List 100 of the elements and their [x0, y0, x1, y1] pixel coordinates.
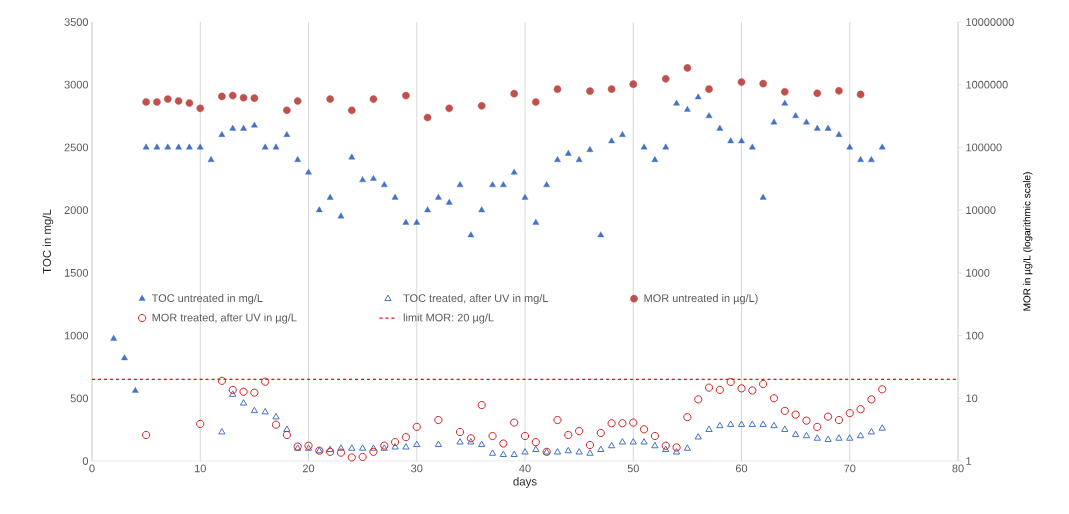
- x-tick-label: 10: [194, 464, 206, 473]
- point: [348, 444, 356, 451]
- point: [618, 438, 627, 445]
- point: [835, 86, 843, 95]
- x-tick-label: 80: [952, 464, 964, 473]
- point: [467, 438, 475, 445]
- point: [283, 425, 291, 432]
- point: [239, 399, 248, 406]
- point: [575, 448, 583, 455]
- y2-tick-label: 1: [966, 457, 972, 465]
- point: [413, 440, 421, 447]
- point: [683, 444, 691, 451]
- point: [477, 102, 486, 110]
- point: [142, 98, 150, 106]
- point: [488, 449, 497, 456]
- point: [856, 90, 865, 99]
- point: [661, 75, 670, 83]
- legend-label: MOR treated, after UV in µg/L: [152, 313, 297, 324]
- y-tick-label: 2500: [64, 143, 89, 152]
- y2-tick-label: 10: [966, 394, 978, 403]
- point: [651, 441, 659, 449]
- point: [532, 445, 540, 453]
- point: [694, 433, 702, 440]
- point: [607, 85, 616, 93]
- y-tick-label: 1500: [64, 268, 89, 277]
- point: [705, 85, 713, 93]
- point: [239, 93, 248, 102]
- y2-axis-title: MOR in µg/L (logarithmic scale): [1023, 172, 1033, 311]
- point: [510, 450, 518, 458]
- point: [456, 438, 464, 445]
- point: [196, 104, 205, 113]
- point: [792, 430, 800, 437]
- point: [359, 444, 367, 451]
- point: [326, 95, 334, 103]
- point: [781, 88, 789, 96]
- x-tick-label: 30: [411, 464, 423, 473]
- point: [586, 449, 594, 456]
- point: [478, 440, 486, 447]
- point: [553, 85, 562, 93]
- point: [640, 438, 648, 445]
- point: [564, 446, 572, 454]
- legend-label: limit MOR: 20 µg/L: [403, 313, 494, 324]
- point: [802, 431, 811, 439]
- point: [553, 448, 562, 455]
- point: [369, 95, 378, 103]
- point: [586, 87, 594, 95]
- point: [737, 78, 746, 86]
- y2-tick-label: 100000: [966, 143, 1002, 152]
- legend-label: TOC untreated in mg/L: [151, 293, 263, 305]
- x-axis-title: days: [513, 477, 537, 488]
- point: [228, 91, 237, 100]
- point: [813, 434, 821, 441]
- point: [813, 89, 822, 98]
- point: [781, 425, 789, 432]
- point: [705, 425, 713, 432]
- y2-tick-label: 10000000: [966, 18, 1014, 26]
- y-tick-label: 0: [82, 457, 89, 465]
- x-tick-label: 40: [519, 464, 531, 473]
- point: [824, 435, 832, 442]
- x-tick-label: 70: [844, 464, 856, 473]
- point: [250, 406, 258, 414]
- point: [153, 98, 161, 106]
- x-tick-label: 20: [302, 464, 315, 473]
- point: [878, 424, 886, 431]
- point: [293, 97, 302, 105]
- point: [759, 79, 767, 88]
- point: [683, 64, 692, 72]
- y-tick-label: 3000: [64, 80, 89, 89]
- point: [748, 420, 756, 427]
- point: [402, 91, 410, 100]
- point: [218, 92, 226, 101]
- point: [759, 420, 767, 427]
- y-tick-label: 1000: [64, 331, 89, 340]
- point: [846, 434, 854, 441]
- point: [737, 420, 746, 427]
- point: [272, 413, 280, 420]
- point: [423, 113, 432, 122]
- point: [250, 94, 259, 102]
- point: [261, 407, 269, 415]
- point: [445, 104, 454, 113]
- x-tick-label: 0: [89, 464, 95, 473]
- point: [174, 97, 183, 105]
- point: [770, 421, 778, 429]
- point: [727, 420, 735, 427]
- point: [629, 438, 637, 445]
- y-tick-label: 2000: [64, 206, 89, 215]
- x-tick-label: 60: [735, 464, 748, 473]
- point: [607, 441, 616, 449]
- point: [716, 421, 724, 429]
- point: [402, 443, 410, 450]
- y2-tick-label: 1000: [966, 268, 990, 277]
- point: [597, 445, 605, 453]
- y2-tick-label: 100: [966, 331, 984, 340]
- y-tick-label: 500: [70, 394, 89, 403]
- point: [163, 95, 172, 103]
- point: [532, 98, 540, 106]
- y-axis-title: TOC in mg/L: [42, 209, 54, 274]
- legend-label: MOR untreated in µg/L): [644, 293, 758, 305]
- y2-tick-label: 1000000: [966, 80, 1008, 89]
- point: [434, 440, 443, 447]
